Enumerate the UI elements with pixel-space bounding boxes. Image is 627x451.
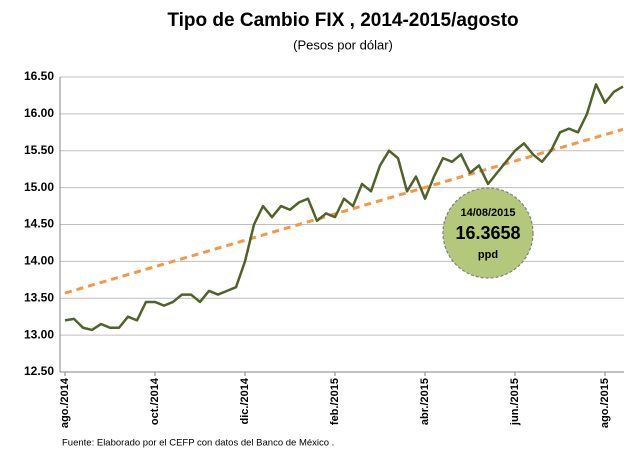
annotation-circle	[442, 187, 534, 279]
y-tick-label: 16.50	[24, 69, 54, 83]
x-tick-label: ago./2015	[599, 378, 611, 428]
y-tick-label: 16.00	[24, 106, 54, 120]
x-tick-label: oct./2014	[149, 377, 161, 425]
x-tick-label: feb./2015	[329, 378, 341, 425]
y-tick-label: 15.50	[24, 143, 54, 157]
y-tick-label: 13.00	[24, 327, 54, 341]
x-tick-label: ago./2014	[59, 377, 71, 428]
source-note: Fuente: Elaborado por el CEFP con datos …	[62, 438, 334, 449]
x-tick-label: dic./2014	[239, 377, 251, 424]
annotation-unit: ppd	[478, 249, 498, 261]
y-tick-label: 15.00	[24, 180, 54, 194]
chart-subtitle: (Pesos por dólar)	[293, 37, 393, 52]
annotation-date: 14/08/2015	[460, 207, 515, 219]
x-tick-label: abr./2015	[419, 378, 431, 425]
y-tick-label: 12.50	[24, 364, 54, 378]
y-tick-label: 14.00	[24, 254, 54, 268]
annotation-value: 16.3658	[455, 223, 520, 243]
data-line	[64, 83, 624, 332]
y-tick-label: 13.50	[24, 290, 54, 304]
x-tick-label: jun./2015	[509, 378, 521, 426]
trend-line	[64, 127, 624, 295]
y-tick-label: 14.50	[24, 217, 54, 231]
chart-title: Tipo de Cambio FIX , 2014-2015/agosto	[167, 10, 518, 31]
